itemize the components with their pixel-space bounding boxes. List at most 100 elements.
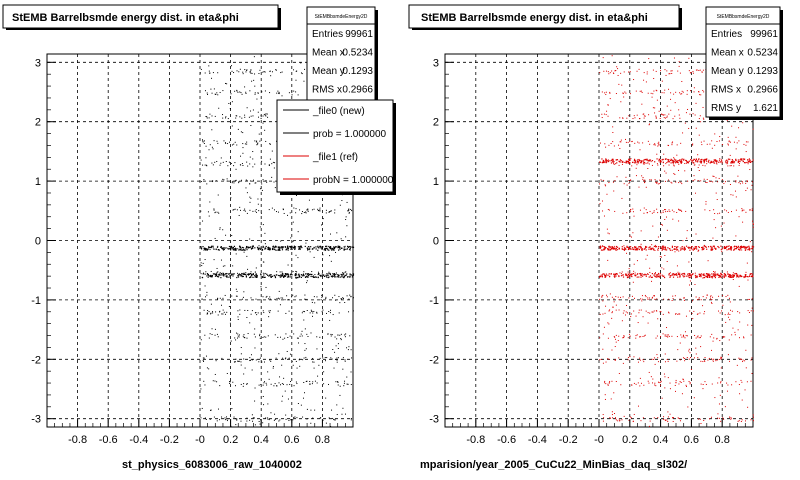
data-point: [667, 336, 669, 338]
data-point: [254, 312, 256, 314]
data-point: [209, 72, 211, 74]
data-point: [630, 313, 632, 315]
data-point: [632, 118, 634, 120]
data-point: [751, 245, 753, 247]
data-point: [303, 319, 305, 321]
data-point: [715, 273, 717, 275]
data-point: [706, 143, 708, 145]
data-point: [729, 301, 731, 303]
data-point: [337, 381, 339, 383]
data-point: [291, 248, 293, 250]
data-point: [295, 79, 297, 81]
data-point: [716, 141, 718, 143]
data-point: [649, 210, 651, 212]
data-point: [700, 346, 702, 348]
data-point: [750, 380, 752, 382]
data-point: [728, 245, 730, 247]
data-point: [307, 210, 309, 212]
data-point: [214, 273, 216, 275]
data-point: [205, 145, 207, 147]
data-point: [306, 333, 308, 335]
data-point: [683, 334, 685, 336]
data-point: [269, 296, 271, 298]
data-point: [742, 158, 744, 160]
data-point: [706, 158, 708, 160]
data-point: [683, 158, 685, 160]
data-point: [216, 140, 218, 142]
data-point: [209, 144, 211, 146]
data-point: [632, 232, 634, 234]
data-point: [333, 247, 336, 250]
data-point: [269, 143, 271, 145]
data-point: [609, 98, 611, 100]
data-point: [225, 116, 227, 118]
data-point: [237, 360, 239, 362]
data-point: [236, 248, 238, 250]
data-point: [322, 254, 324, 256]
data-point: [336, 414, 338, 416]
data-point: [230, 340, 232, 342]
data-point: [621, 320, 623, 322]
data-point: [737, 247, 739, 249]
data-point: [260, 299, 262, 301]
data-point: [317, 208, 319, 210]
data-point: [735, 196, 737, 198]
y-tick-label: -1: [429, 295, 439, 307]
data-point: [654, 161, 656, 163]
data-point: [647, 298, 649, 300]
data-point: [296, 383, 298, 385]
data-point: [747, 276, 749, 278]
data-point: [298, 274, 300, 276]
data-point: [245, 275, 247, 277]
data-point: [206, 249, 208, 251]
data-point: [622, 117, 624, 119]
data-point: [254, 387, 256, 389]
data-point: [606, 161, 608, 163]
data-point: [301, 211, 303, 213]
data-point: [329, 246, 332, 248]
data-point: [228, 381, 230, 383]
data-point: [661, 256, 663, 258]
data-point: [214, 212, 216, 214]
data-point: [250, 297, 252, 299]
data-point: [744, 389, 746, 391]
data-point: [599, 245, 602, 247]
data-point: [304, 245, 306, 248]
data-point: [313, 361, 315, 363]
data-point: [306, 309, 308, 311]
data-point: [322, 419, 324, 421]
data-point: [688, 70, 690, 72]
data-point: [240, 420, 242, 422]
data-point: [742, 246, 744, 248]
data-point: [656, 182, 658, 184]
data-point: [634, 274, 636, 276]
data-point: [747, 159, 749, 161]
data-point: [746, 262, 748, 264]
data-point: [641, 175, 643, 177]
data-point: [658, 246, 660, 248]
data-point: [342, 407, 344, 409]
data-point: [351, 357, 353, 359]
data-point: [637, 162, 640, 164]
data-point: [258, 245, 260, 247]
data-point: [731, 211, 733, 213]
data-point: [228, 305, 230, 307]
data-point: [260, 248, 262, 250]
data-point: [303, 271, 305, 273]
data-point: [667, 247, 669, 249]
data-point: [613, 160, 615, 163]
data-point: [728, 297, 730, 299]
data-point: [301, 213, 303, 215]
x-tick-label: -0.2: [160, 434, 179, 446]
data-point: [612, 141, 614, 143]
data-point: [233, 249, 235, 251]
data-point: [337, 343, 339, 345]
data-point: [642, 113, 644, 115]
data-point: [670, 181, 672, 183]
data-point: [255, 276, 258, 279]
data-point: [337, 381, 339, 383]
data-point: [674, 251, 676, 253]
data-point: [656, 298, 658, 300]
data-point: [206, 165, 208, 167]
data-point: [349, 335, 351, 337]
